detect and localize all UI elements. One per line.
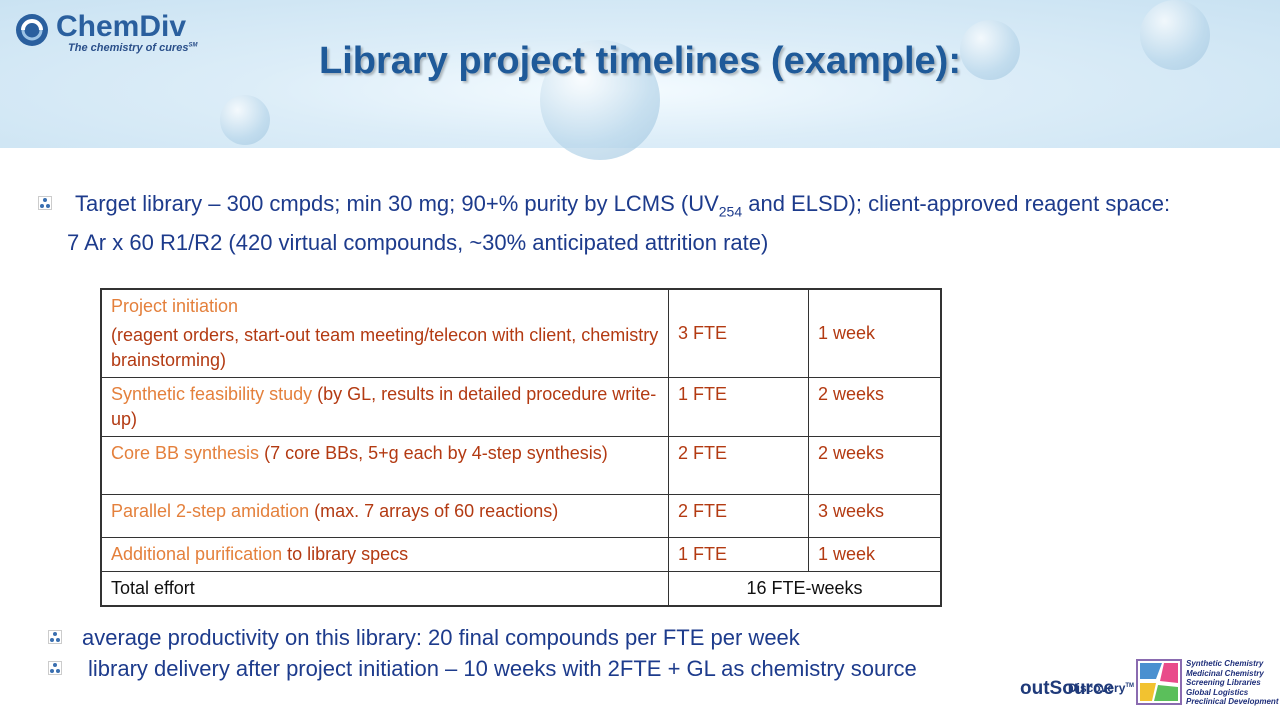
service: Medicinal Chemistry [1186,668,1264,678]
task-cell: Project initiation (reagent orders, start… [100,288,669,378]
details: (reagent orders, start-out team meeting/… [111,325,659,370]
service: Preclinical Development [1186,697,1279,706]
duration-cell: 2 weeks [808,377,942,437]
task: Core BB synthesis [111,443,260,463]
task: Additional purification [111,544,283,564]
intro-text: Target library – 300 cmpds; min 30 mg; 9… [67,188,1177,258]
details: (7 core BBs, 5+g each by 4-step synthesi… [264,443,608,463]
details: to library specs [287,544,409,564]
row: Synthetic feasibility study (by GL, resu… [100,377,942,437]
footer-brand: outSource [1020,678,1114,699]
details: (max. 7 arrays of 60 reactions) [314,501,559,521]
duration-cell: 1 week [808,537,942,572]
subscript: 254 [718,203,743,220]
note: average productivity on this library: 20… [82,625,800,650]
duration-cell: 3 weeks [808,494,942,538]
fte-cell: 2 FTE [668,494,809,538]
total-label: Total effort [100,571,669,607]
logo-text: ChemDiv [56,10,187,43]
decor [1140,0,1210,70]
decor [540,40,660,160]
tagline-mark: SM [188,42,198,49]
task: Project initiation [111,296,239,316]
fte-cell: 1 FTE [668,377,809,437]
mark: TM [1125,683,1135,689]
task-cell: Additional purification to library specs [100,537,669,572]
fte-cell: 2 FTE [668,436,809,495]
header-band [0,0,1280,160]
bullet-icon [48,661,62,675]
bullet-icon [38,196,52,210]
details: (by GL, results in detailed procedure wr… [111,384,657,429]
fte-cell: 1 FTE [668,537,809,572]
service: Screening Libraries [1186,678,1261,687]
footer-brand-top: DiscoveryTM [1068,681,1134,695]
fte-cell: 3 FTE [668,288,809,378]
task-cell: Synthetic feasibility study (by GL, resu… [100,377,669,437]
decor [220,95,270,145]
row: Parallel 2-step amidation (max. 7 arrays… [100,494,942,538]
service: Synthetic Chemistry [1186,659,1264,668]
decor [960,20,1020,80]
row: Project initiation (reagent orders, start… [100,288,942,378]
total-row: Total effort 16 FTE-weeks [100,571,942,607]
task: Parallel 2-step amidation [111,501,310,521]
task: Synthetic feasibility study [111,384,313,404]
text: Discovery [1068,681,1126,695]
timeline-table: Project initiation (reagent orders, start… [100,288,942,607]
slide-title: Library project timelines (example): [319,40,961,82]
logo-tagline: The chemistry of curesSM [68,42,197,54]
service: Global Logistics [1186,687,1249,697]
footer-logo-icon [1136,659,1182,705]
task-cell: Core BB synthesis (7 core BBs, 5+g each … [100,436,669,495]
text: Target library – 300 cmpds; min 30 mg; 9… [75,191,719,216]
bullet-icon [48,630,62,644]
note: library delivery after project initiatio… [88,656,917,681]
logo-icon [16,14,48,46]
duration-cell: 1 week [808,288,942,378]
text: and ELSD); client-approved reagent space… [67,191,1171,256]
tagline-text: The chemistry of cures [68,42,189,54]
services-list: Synthetic Chemistry Medicinal Chemistry … [1186,659,1278,707]
task-cell: Parallel 2-step amidation (max. 7 arrays… [100,494,669,538]
duration-cell: 2 weeks [808,436,942,495]
total-value: 16 FTE-weeks [668,571,942,607]
row: Core BB synthesis (7 core BBs, 5+g each … [100,436,942,495]
row: Additional purification to library specs… [100,537,942,572]
